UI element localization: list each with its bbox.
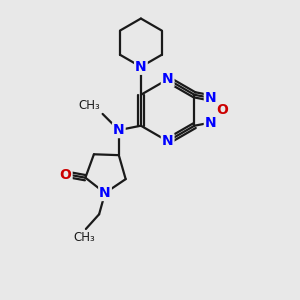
- Text: N: N: [162, 134, 173, 148]
- Text: O: O: [60, 168, 72, 182]
- Text: CH₃: CH₃: [74, 231, 95, 244]
- Text: N: N: [135, 60, 147, 74]
- Text: N: N: [113, 123, 124, 137]
- Text: N: N: [205, 116, 216, 130]
- Text: N: N: [162, 72, 173, 86]
- Text: O: O: [217, 103, 228, 117]
- Text: N: N: [205, 91, 216, 105]
- Text: N: N: [99, 186, 111, 200]
- Text: CH₃: CH₃: [78, 100, 100, 112]
